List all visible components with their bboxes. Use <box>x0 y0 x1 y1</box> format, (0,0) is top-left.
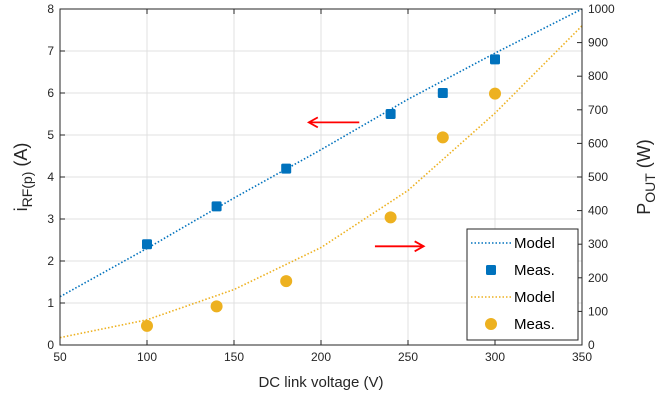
legend-square-swatch <box>486 265 496 275</box>
x-tick-label: 300 <box>485 350 505 364</box>
y-left-tick-label: 5 <box>47 128 54 142</box>
data-point-current <box>490 54 500 65</box>
data-point-power <box>384 211 397 224</box>
data-point-power <box>141 319 153 332</box>
y-left-label-sub: RF(p) <box>19 172 35 208</box>
x-tick-label: 200 <box>311 350 331 364</box>
data-point-current <box>211 201 222 212</box>
x-tick-label: 150 <box>224 350 244 364</box>
y-right-tick-label: 900 <box>588 36 608 50</box>
data-point-power <box>280 275 293 288</box>
x-tick-label: 250 <box>398 350 418 364</box>
data-point-current <box>142 239 152 250</box>
arrow-head-left <box>306 116 319 129</box>
data-point-current <box>385 109 396 119</box>
legend-entry-label: Meas. <box>514 262 555 279</box>
legend-entry-label: Model <box>514 235 555 252</box>
y-right-tick-label: 800 <box>588 69 608 83</box>
y-right-label-main: P <box>634 203 654 215</box>
data-point-power <box>436 131 449 144</box>
x-axis-label: DC link voltage (V) <box>258 374 383 391</box>
arrow-head-right <box>414 240 426 253</box>
y-left-label-main: i <box>11 207 31 211</box>
x-tick-label: 350 <box>572 350 592 364</box>
legend-box <box>466 228 579 341</box>
data-point-current <box>281 163 292 174</box>
y-right-tick-label: 100 <box>588 304 608 318</box>
y-right-tick-label: 300 <box>588 237 608 251</box>
y-axis-left-label: iRF(p) (A) <box>11 143 35 212</box>
y-right-tick-label: 500 <box>588 170 608 184</box>
legend-circle-swatch <box>485 318 497 330</box>
annotations <box>306 116 426 253</box>
y-axis-right-label: POUT (W) <box>634 139 658 215</box>
y-left-tick-label: 1 <box>47 296 54 310</box>
y-left-tick-label: 6 <box>47 86 54 100</box>
y-left-label-unit: (A) <box>11 143 31 172</box>
y-left-tick-label: 2 <box>47 254 54 268</box>
x-tick-label: 50 <box>53 350 67 364</box>
y-right-tick-label: 700 <box>588 103 608 117</box>
series-line-right-model <box>59 25 583 339</box>
y-right-tick-label: 200 <box>588 271 608 285</box>
legend-entry-label: Meas. <box>514 316 555 333</box>
y-right-label-sub: OUT <box>642 173 658 203</box>
y-left-tick-label: 8 <box>47 2 54 16</box>
y-right-tick-label: 400 <box>588 204 608 218</box>
y-right-tick-label: 1000 <box>588 2 615 16</box>
data-point-power <box>210 300 223 313</box>
y-left-tick-label: 7 <box>47 44 54 58</box>
y-right-label-unit: (W) <box>634 139 654 173</box>
data-series <box>59 8 583 339</box>
legend: Model Meas. Model Meas. <box>466 228 579 341</box>
y-left-tick-label: 4 <box>47 170 54 184</box>
data-point-current <box>437 88 448 98</box>
y-right-tick-label: 0 <box>588 338 595 352</box>
y-left-tick-label: 0 <box>47 338 54 352</box>
data-point-power <box>489 87 501 100</box>
axis-ticks: 50 100 150 200 250 300 35001234567801002003004… <box>47 2 615 364</box>
y-left-tick-label: 3 <box>47 212 54 226</box>
y-right-tick-label: 600 <box>588 136 608 150</box>
x-tick-label: 100 <box>137 350 157 364</box>
legend-entry-label: Model <box>514 289 555 306</box>
